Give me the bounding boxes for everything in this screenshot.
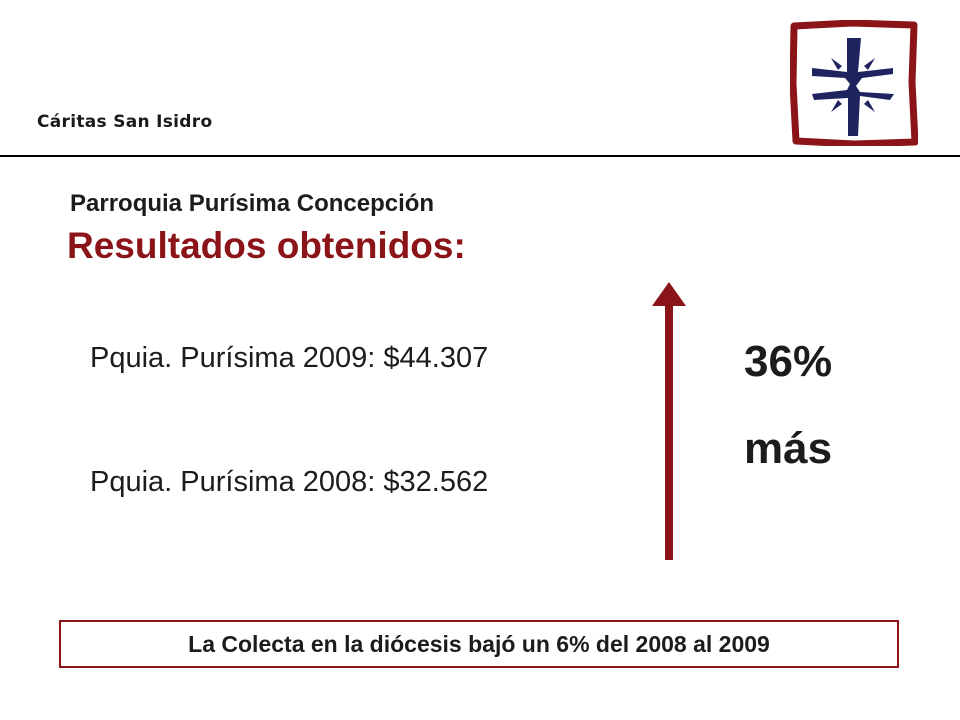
parish-subtitle: Parroquia Purísima Concepción xyxy=(70,190,435,217)
up-arrow-icon xyxy=(652,282,686,560)
header-divider xyxy=(0,155,960,157)
page-title: Resultados obtenidos: xyxy=(67,225,466,266)
increase-percent: 36% xyxy=(744,337,833,386)
diocese-note-box: La Colecta en la diócesis bajó un 6% del… xyxy=(59,620,899,668)
brand-name: Cáritas San Isidro xyxy=(37,112,213,132)
result-2009-line: Pquia. Purísima 2009: $44.307 xyxy=(90,342,489,374)
diocese-note-text: La Colecta en la diócesis bajó un 6% del… xyxy=(188,630,770,657)
increase-word: más xyxy=(744,424,833,473)
caritas-cross-logo-icon xyxy=(790,20,918,146)
result-2008-line: Pquia. Purísima 2008: $32.562 xyxy=(90,466,489,498)
